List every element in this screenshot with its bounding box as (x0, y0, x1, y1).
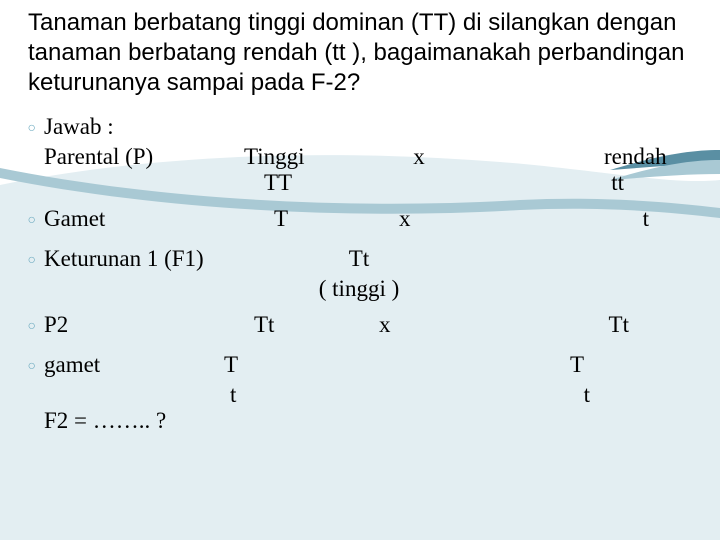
label-gamet: Gamet (44, 206, 224, 232)
bullet-icon: ○ (0, 352, 44, 382)
cell-x3: x (364, 312, 509, 338)
bullet-icon: ○ (0, 312, 44, 342)
cell-t2s: t (470, 382, 618, 408)
label-jawab: Jawab : (44, 114, 224, 140)
cell-tt-big: TT (224, 170, 374, 196)
label-gamet2: gamet (44, 352, 224, 378)
title-text: Tanaman berbatang tinggi dominan (TT) di… (0, 0, 720, 98)
bullet-icon: ○ (0, 246, 44, 276)
cell-x1: x (354, 144, 484, 170)
cell-tt2: Tt (509, 312, 647, 338)
cell-x2: x (384, 206, 529, 232)
cell-tt-small: tt (504, 170, 644, 196)
cell-t2b: T (464, 352, 607, 378)
cell-tt-mid: Tt (294, 246, 424, 272)
label-f1: Keturunan 1 (F1) (44, 246, 294, 272)
cell-t1s: t (224, 382, 340, 408)
label-p2: P2 (44, 312, 224, 338)
body-list: ○ Jawab : Parental (P) Tinggi x rendah T… (0, 114, 720, 434)
cell-tinggi-par: ( tinggi ) (264, 276, 454, 302)
cell-rendah: rendah (604, 144, 720, 170)
cell-t-big: T (224, 206, 384, 232)
slide: Tanaman berbatang tinggi dominan (TT) di… (0, 0, 720, 540)
cell-tt1: Tt (224, 312, 364, 338)
cell-tinggi: Tinggi (224, 144, 354, 170)
bullet-icon: ○ (0, 206, 44, 236)
bullet-icon: ○ (0, 114, 44, 144)
label-f2: F2 = …….. ? (44, 408, 344, 434)
label-parental: Parental (P) (44, 144, 224, 170)
cell-t1: T (224, 352, 334, 378)
cell-t-small: t (529, 206, 679, 232)
